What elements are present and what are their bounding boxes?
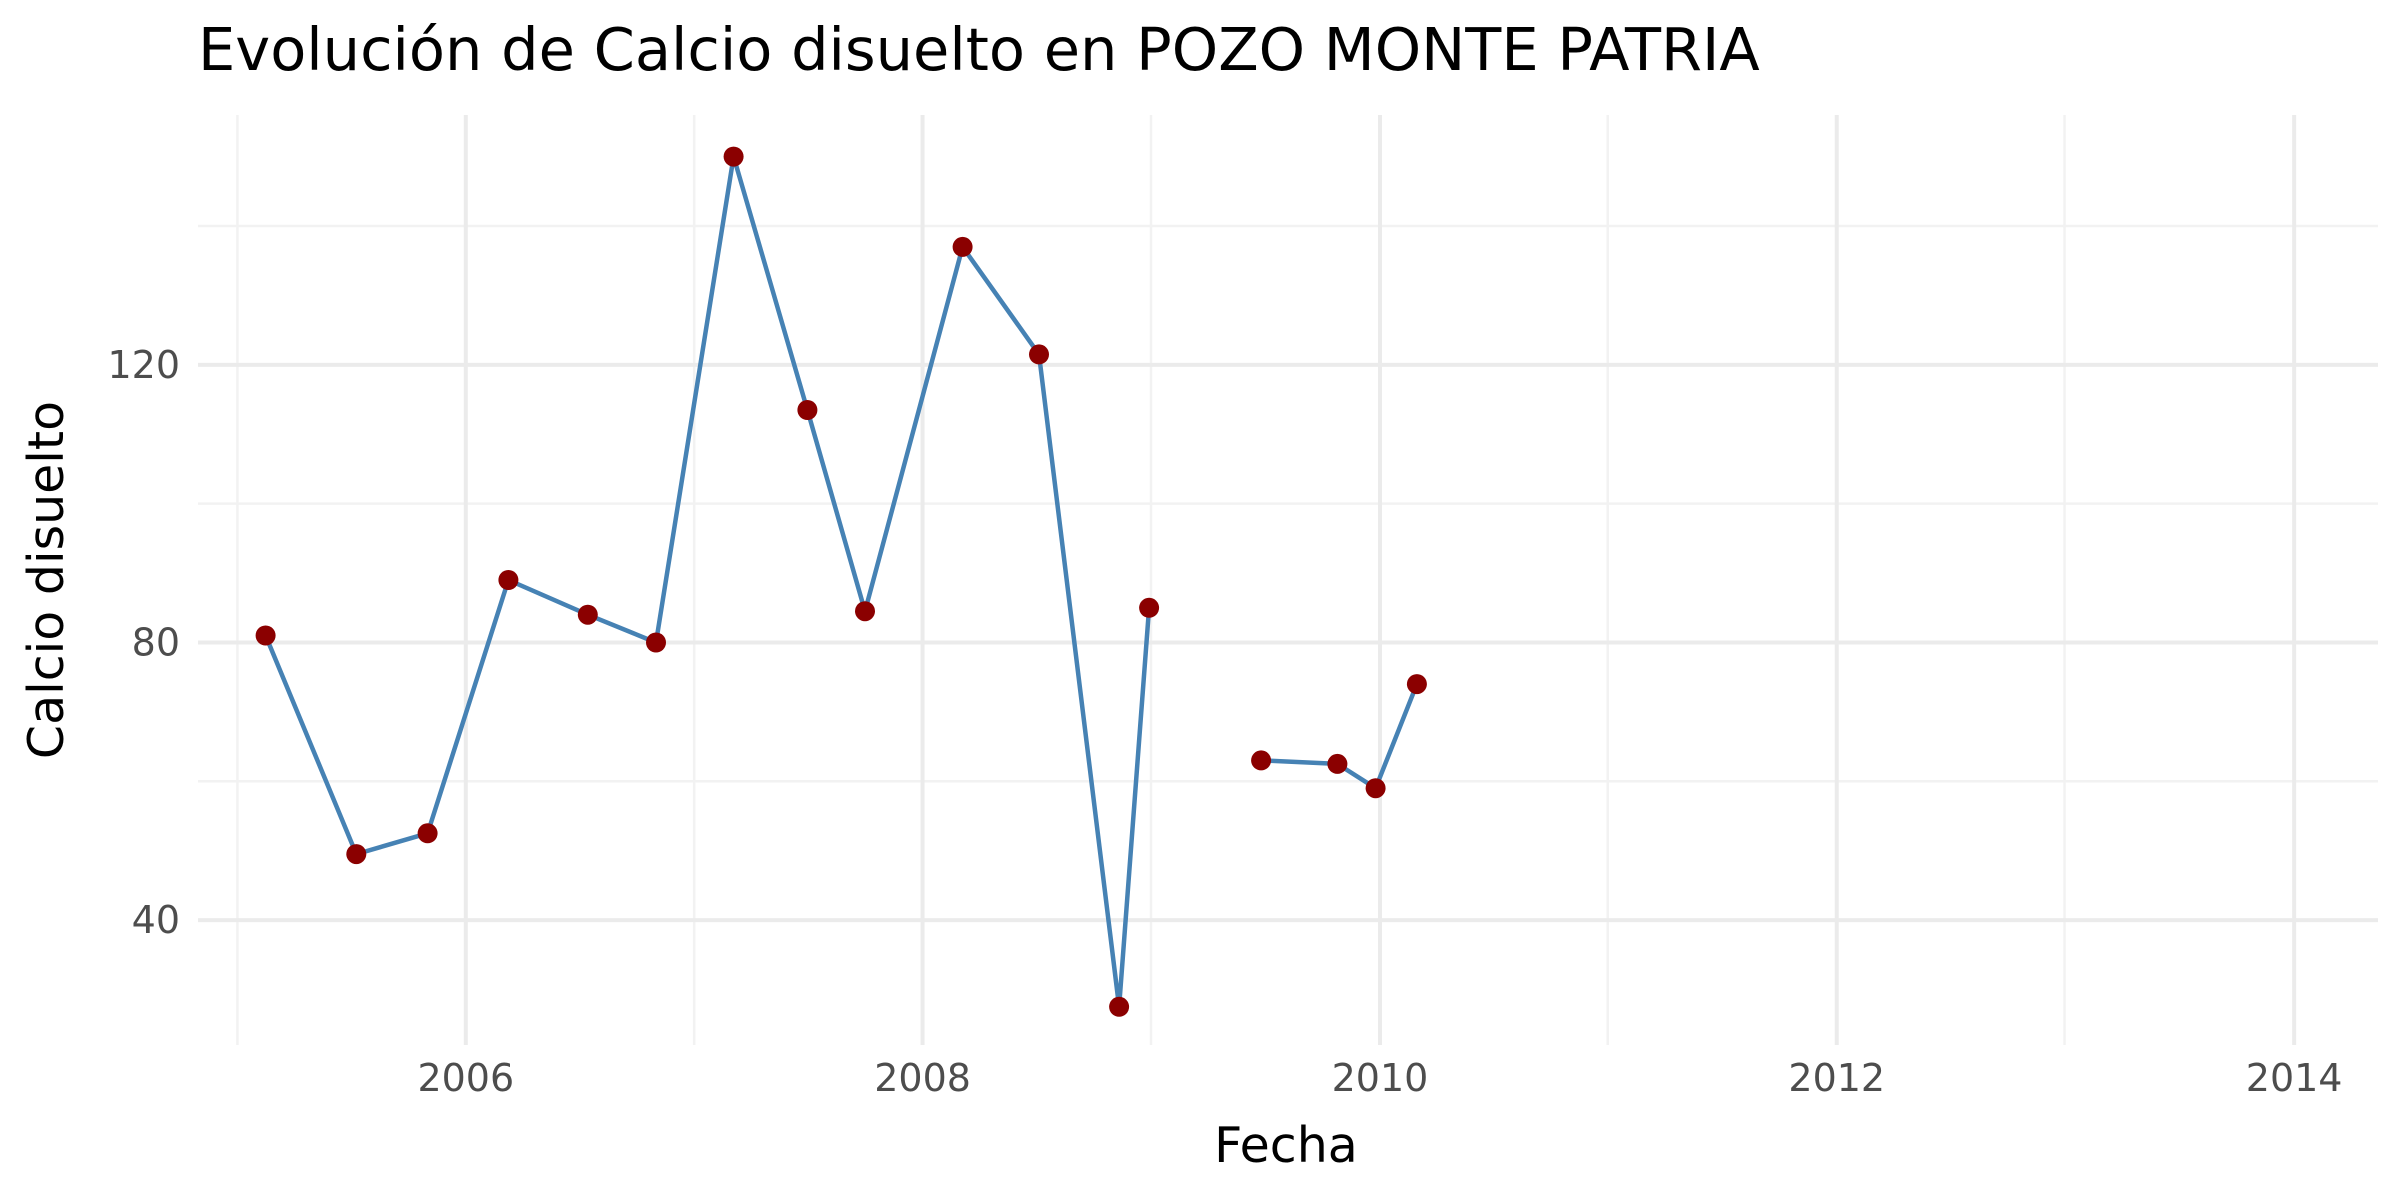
data-points bbox=[255, 146, 1427, 1017]
data-point bbox=[797, 400, 818, 420]
data-point bbox=[1365, 778, 1386, 799]
data-point bbox=[255, 625, 276, 646]
data-point bbox=[346, 844, 367, 865]
data-point bbox=[417, 823, 438, 844]
data-point bbox=[723, 146, 744, 167]
data-point bbox=[1029, 344, 1049, 365]
data-point bbox=[1327, 753, 1348, 774]
x-tick-label: 2010 bbox=[1332, 1056, 1429, 1100]
data-point bbox=[1251, 750, 1272, 771]
data-point bbox=[952, 236, 973, 257]
x-tick-label: 2008 bbox=[874, 1056, 971, 1100]
y-tick-label: 40 bbox=[132, 898, 180, 942]
series-line-segment bbox=[263, 154, 1152, 1010]
y-tick-label: 80 bbox=[132, 620, 180, 664]
data-point bbox=[577, 604, 598, 625]
data-point bbox=[498, 570, 519, 590]
chart-title: Evolución de Calcio disuelto en POZO MON… bbox=[198, 15, 1760, 84]
y-axis-title: Calcio disuelto bbox=[18, 401, 75, 759]
series-line-segment bbox=[1258, 681, 1420, 791]
x-tick-label: 2012 bbox=[1788, 1056, 1885, 1100]
data-point bbox=[646, 632, 666, 653]
y-tick-label: 120 bbox=[107, 343, 180, 387]
y-axis-tick-labels: 40 80 120 bbox=[107, 343, 180, 942]
series-lines bbox=[263, 154, 1420, 1010]
x-tick-label: 2006 bbox=[417, 1056, 514, 1100]
data-point bbox=[1109, 996, 1130, 1017]
data-point bbox=[855, 601, 875, 622]
grid-lines bbox=[198, 115, 2378, 1045]
data-point bbox=[1139, 597, 1160, 618]
x-tick-label: 2014 bbox=[2246, 1056, 2343, 1100]
x-axis-tick-labels: 2006 2008 2010 2012 2014 bbox=[417, 1056, 2342, 1100]
data-point bbox=[1406, 674, 1427, 695]
x-axis-title: Fecha bbox=[1214, 1117, 1358, 1174]
